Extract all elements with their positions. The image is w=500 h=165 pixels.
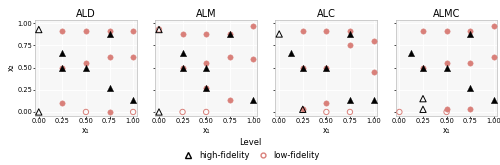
Point — [466, 33, 474, 35]
X-axis label: x₁: x₁ — [443, 126, 450, 135]
Point — [299, 30, 307, 33]
Point — [346, 99, 354, 102]
Legend: high-fidelity, low-fidelity: high-fidelity, low-fidelity — [179, 137, 321, 161]
Point — [155, 111, 163, 113]
Point — [250, 25, 258, 27]
Point — [419, 66, 427, 69]
Point — [106, 111, 114, 113]
Point — [202, 33, 210, 35]
Point — [226, 33, 234, 35]
Point — [346, 111, 354, 113]
Point — [58, 51, 66, 54]
Point — [129, 111, 137, 113]
Point — [129, 98, 137, 101]
Point — [275, 33, 283, 35]
Point — [299, 66, 307, 69]
Point — [370, 40, 378, 42]
Point — [490, 98, 498, 101]
Point — [322, 102, 330, 104]
Title: ALD: ALD — [76, 9, 96, 19]
Point — [202, 66, 210, 69]
Point — [299, 66, 307, 69]
Point — [322, 111, 330, 113]
Point — [226, 98, 234, 101]
Point — [58, 30, 66, 33]
Point — [129, 56, 137, 58]
Point — [466, 87, 474, 89]
Point — [299, 108, 307, 111]
Point — [106, 87, 114, 89]
Point — [82, 62, 90, 65]
Point — [490, 56, 498, 58]
Point — [419, 108, 427, 111]
Point — [226, 33, 234, 35]
Point — [202, 87, 210, 89]
Point — [396, 111, 404, 113]
Point — [226, 56, 234, 58]
Point — [178, 66, 186, 69]
Point — [406, 51, 414, 54]
Point — [442, 62, 450, 65]
Point — [299, 108, 307, 111]
Point — [82, 66, 90, 69]
Point — [178, 111, 186, 113]
Point — [82, 111, 90, 113]
X-axis label: x₁: x₁ — [322, 126, 330, 135]
Point — [322, 66, 330, 69]
Point — [82, 30, 90, 33]
Title: ALM: ALM — [196, 9, 216, 19]
Point — [129, 30, 137, 33]
Point — [202, 87, 210, 89]
Point — [419, 66, 427, 69]
Point — [322, 30, 330, 33]
Point — [202, 111, 210, 113]
Point — [250, 57, 258, 60]
Point — [346, 33, 354, 35]
Point — [35, 28, 43, 31]
Point — [106, 56, 114, 58]
Point — [346, 30, 354, 33]
Point — [466, 62, 474, 65]
Point — [370, 71, 378, 73]
Point — [155, 28, 163, 31]
X-axis label: x₁: x₁ — [82, 126, 90, 135]
Point — [178, 33, 186, 35]
Point — [106, 33, 114, 35]
Point — [442, 66, 450, 69]
Point — [178, 66, 186, 69]
Title: ALMC: ALMC — [433, 9, 460, 19]
Point — [286, 51, 294, 54]
Y-axis label: x₂: x₂ — [7, 64, 16, 71]
Point — [58, 102, 66, 104]
Point — [346, 44, 354, 47]
Point — [202, 62, 210, 65]
Point — [250, 98, 258, 101]
Point — [490, 25, 498, 27]
Point — [442, 111, 450, 113]
Point — [58, 66, 66, 69]
Point — [106, 30, 114, 33]
Point — [178, 51, 186, 54]
Point — [442, 30, 450, 33]
Point — [155, 28, 163, 31]
Title: ALC: ALC — [317, 9, 336, 19]
Point — [58, 66, 66, 69]
Point — [466, 108, 474, 111]
Point — [419, 30, 427, 33]
Point — [419, 97, 427, 100]
Point — [322, 66, 330, 69]
Point — [466, 30, 474, 33]
X-axis label: x₁: x₁ — [202, 126, 210, 135]
Point — [442, 108, 450, 111]
Point — [35, 111, 43, 113]
Point — [370, 99, 378, 102]
